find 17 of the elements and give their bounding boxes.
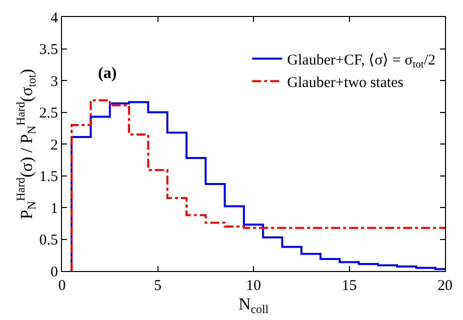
- y-tick-label: 4: [50, 10, 58, 26]
- legend-label: Glauber+two states: [287, 75, 404, 91]
- x-tick-label: 5: [154, 278, 162, 294]
- x-tick-label: 10: [246, 278, 261, 294]
- x-axis-title: N$_{coll}$: [238, 294, 270, 316]
- y-tick-label: 1.5: [39, 169, 58, 185]
- x-tick-label: 20: [438, 278, 452, 294]
- x-tick-label: 15: [342, 278, 357, 294]
- y-tick-label: 1: [50, 200, 58, 217]
- legend-label: Glauber+CF, ⟨σ⟩ = σ$_{tot}$/2: [287, 52, 436, 71]
- y-tick-label: 3: [50, 74, 58, 90]
- y-tick-label: 0.5: [39, 232, 58, 248]
- y-tick-label: 2.5: [39, 106, 58, 122]
- annotation: (a): [98, 65, 117, 82]
- y-tick-label: 2: [50, 137, 58, 154]
- y-tick-label: 3.5: [39, 42, 58, 58]
- y-tick-label: 0: [50, 264, 58, 280]
